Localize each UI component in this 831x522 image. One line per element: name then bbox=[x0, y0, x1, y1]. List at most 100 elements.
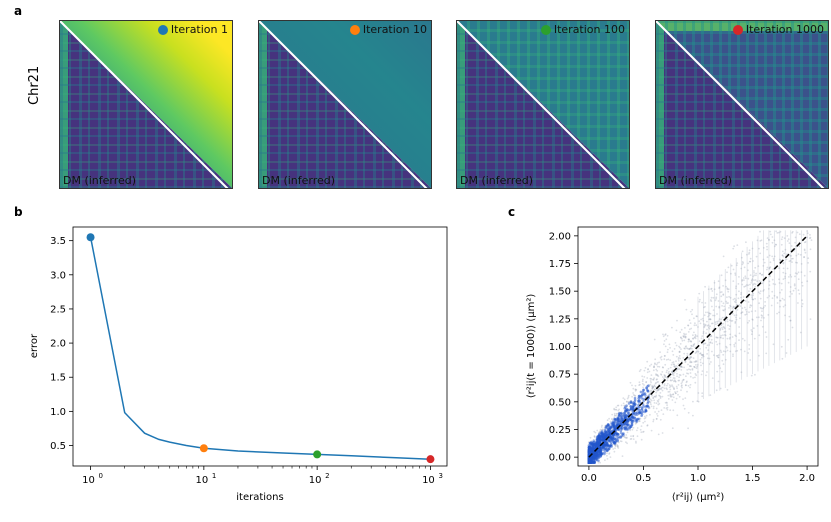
scatter-point bbox=[655, 391, 658, 394]
scatter-point bbox=[699, 298, 701, 301]
scatter-point bbox=[717, 320, 720, 322]
scatter-point bbox=[696, 365, 699, 368]
scatter-point bbox=[696, 315, 698, 318]
scatter-point bbox=[656, 415, 659, 417]
scatter-point bbox=[748, 320, 751, 322]
scatter-point bbox=[634, 384, 637, 387]
scatter-point bbox=[728, 319, 731, 322]
scatter-point bbox=[754, 373, 756, 376]
scatter-point bbox=[702, 332, 705, 335]
heatmap-iteration-100: Iteration 100 DM (inferred) bbox=[456, 20, 630, 189]
scatter-point bbox=[788, 295, 791, 298]
scatter-point bbox=[684, 299, 686, 301]
scatter-point bbox=[782, 261, 785, 264]
scatter-point bbox=[656, 369, 659, 372]
scatter-point bbox=[682, 404, 685, 407]
scatter-point bbox=[675, 329, 678, 332]
scatter-point bbox=[761, 282, 764, 285]
scatter-point bbox=[717, 354, 720, 356]
scatter-point bbox=[735, 318, 738, 321]
scatter-point bbox=[791, 293, 793, 295]
scatter-point bbox=[616, 413, 618, 415]
scatter-point bbox=[717, 280, 720, 283]
scatter-point bbox=[692, 337, 694, 340]
scatter-point bbox=[718, 305, 721, 308]
scatter-point bbox=[750, 374, 753, 377]
scatter-point bbox=[602, 437, 605, 440]
scatter-point bbox=[768, 295, 771, 297]
scatter-point bbox=[669, 376, 672, 379]
scatter-point bbox=[658, 361, 660, 364]
scatter-point bbox=[797, 289, 800, 292]
scatter-point bbox=[797, 253, 800, 256]
scatter-point bbox=[631, 416, 634, 419]
scatter-point bbox=[679, 374, 682, 377]
heatmap-lower-label: DM (inferred) bbox=[460, 174, 534, 187]
scatter-point bbox=[655, 418, 658, 420]
scatter-point bbox=[652, 378, 655, 381]
scatter-point bbox=[803, 256, 806, 258]
scatter-point bbox=[663, 384, 666, 387]
y-axis-ticks: 0.5 1.0 1.5 2.0 2.5 3.0 3.5 bbox=[50, 236, 73, 452]
scatter-point bbox=[623, 398, 626, 401]
scatter-point bbox=[671, 385, 674, 388]
scatter-point bbox=[632, 434, 635, 437]
scatter-point bbox=[680, 385, 683, 387]
scatter-point bbox=[723, 309, 725, 312]
scatter-point bbox=[680, 365, 683, 368]
scatter-point bbox=[744, 277, 747, 280]
scatter-point bbox=[724, 320, 727, 322]
scatter-point bbox=[659, 351, 661, 353]
scatter-point bbox=[669, 394, 672, 397]
scatter-point bbox=[655, 417, 658, 420]
scatter-point bbox=[622, 402, 625, 405]
scatter-point bbox=[635, 442, 637, 444]
scatter-point bbox=[734, 350, 737, 353]
scatter-point bbox=[755, 316, 758, 319]
scatter-point bbox=[810, 239, 813, 242]
heatmap-lower-label: DM (inferred) bbox=[63, 174, 137, 187]
scatter-point bbox=[693, 361, 696, 363]
scatter-point bbox=[765, 242, 768, 245]
scatter-point bbox=[764, 301, 766, 303]
heatmap-lower-label: DM (inferred) bbox=[262, 174, 336, 187]
scatter-point bbox=[657, 410, 660, 413]
scatter-point bbox=[613, 412, 616, 415]
scatter-point bbox=[740, 312, 743, 315]
y-tick-label: 1.25 bbox=[549, 314, 571, 325]
scatter-point bbox=[673, 365, 675, 368]
scatter-point bbox=[707, 288, 710, 291]
scatter-point bbox=[784, 275, 786, 278]
scatter-point bbox=[628, 400, 630, 403]
scatter-point bbox=[661, 371, 664, 373]
scatter-point bbox=[645, 381, 648, 383]
scatter-point bbox=[652, 369, 655, 372]
scatter-point bbox=[621, 423, 624, 427]
scatter-point bbox=[611, 418, 614, 421]
scatter-point bbox=[803, 274, 806, 277]
scatter-point bbox=[611, 413, 614, 416]
scatter-point bbox=[793, 283, 796, 286]
scatter-point bbox=[663, 387, 666, 390]
scatter-point bbox=[771, 255, 774, 258]
scatter-point bbox=[664, 334, 666, 336]
scatter-point bbox=[722, 294, 725, 296]
scatter-point bbox=[699, 361, 702, 364]
scatter-point bbox=[685, 381, 688, 384]
scatter-point bbox=[659, 387, 662, 390]
scatter-point bbox=[773, 239, 776, 242]
scatter-point bbox=[685, 345, 687, 347]
scatter-point bbox=[694, 337, 697, 340]
scatter-point bbox=[649, 391, 652, 393]
x-tick-exponent: 2 bbox=[325, 472, 329, 480]
scatter-point bbox=[679, 346, 681, 349]
scatter-point bbox=[790, 255, 793, 257]
scatter-point bbox=[604, 424, 607, 427]
scatter-point bbox=[720, 318, 723, 321]
scatter-point bbox=[674, 392, 677, 394]
scatter-point bbox=[711, 322, 714, 325]
scatter-point bbox=[732, 305, 735, 308]
scatter-point bbox=[682, 336, 685, 338]
scatter-point bbox=[655, 395, 657, 398]
scatter-point bbox=[779, 230, 782, 233]
